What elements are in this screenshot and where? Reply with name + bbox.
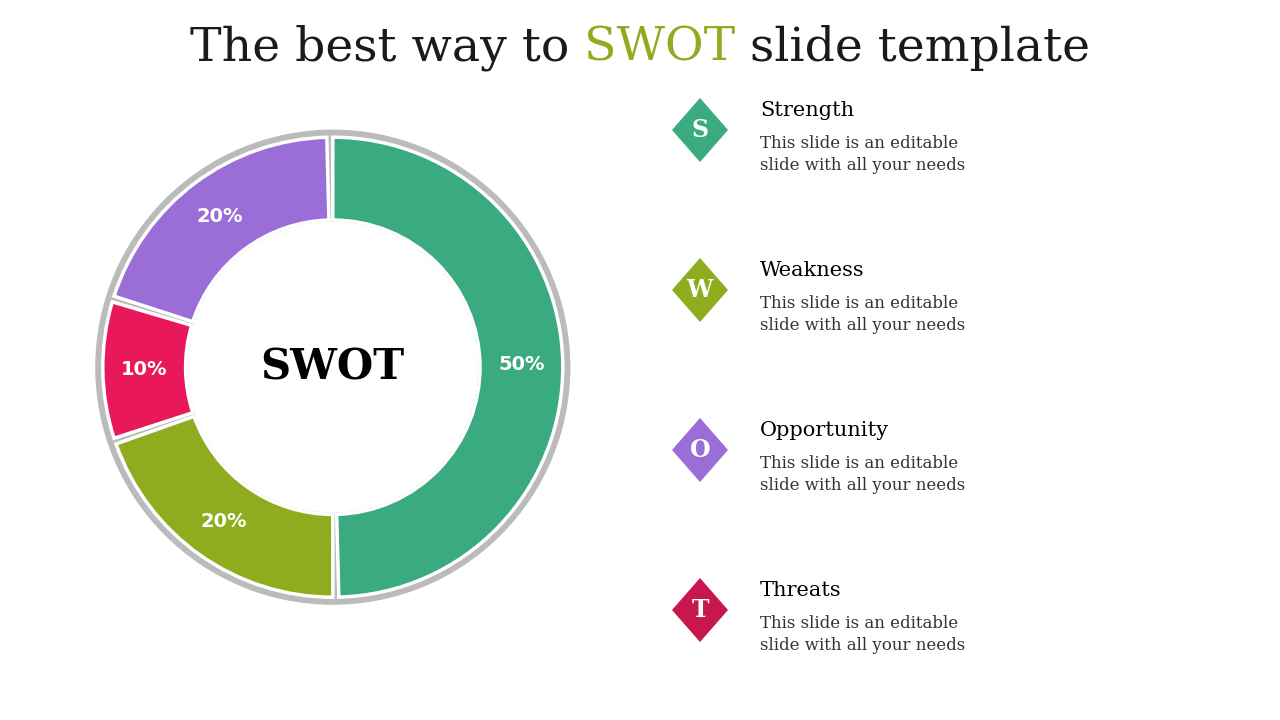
- Polygon shape: [672, 578, 728, 642]
- Text: Strength: Strength: [760, 101, 854, 120]
- Wedge shape: [333, 138, 563, 597]
- Polygon shape: [672, 418, 728, 482]
- Text: This slide is an editable
slide with all your needs: This slide is an editable slide with all…: [760, 135, 965, 174]
- Text: Opportunity: Opportunity: [760, 421, 890, 440]
- Text: This slide is an editable
slide with all your needs: This slide is an editable slide with all…: [760, 615, 965, 654]
- Wedge shape: [116, 416, 333, 597]
- Polygon shape: [672, 98, 728, 162]
- Polygon shape: [672, 258, 728, 322]
- Circle shape: [188, 222, 477, 512]
- Text: S: S: [691, 118, 709, 142]
- Text: The best way to: The best way to: [189, 24, 584, 71]
- Text: W: W: [687, 278, 713, 302]
- Text: This slide is an editable
slide with all your needs: This slide is an editable slide with all…: [760, 455, 965, 494]
- Text: Threats: Threats: [760, 581, 842, 600]
- Text: 50%: 50%: [498, 355, 544, 374]
- Wedge shape: [114, 138, 329, 322]
- Text: 10%: 10%: [122, 360, 168, 379]
- Text: 20%: 20%: [201, 512, 247, 531]
- Text: O: O: [690, 438, 710, 462]
- Wedge shape: [102, 302, 193, 438]
- Text: SWOT: SWOT: [584, 25, 735, 71]
- Text: SWOT: SWOT: [261, 346, 404, 388]
- Text: T: T: [691, 598, 709, 622]
- Text: slide template: slide template: [735, 25, 1091, 71]
- Circle shape: [192, 227, 474, 508]
- Text: 20%: 20%: [197, 207, 243, 225]
- Circle shape: [96, 130, 570, 604]
- Text: Weakness: Weakness: [760, 261, 864, 280]
- Text: This slide is an editable
slide with all your needs: This slide is an editable slide with all…: [760, 295, 965, 334]
